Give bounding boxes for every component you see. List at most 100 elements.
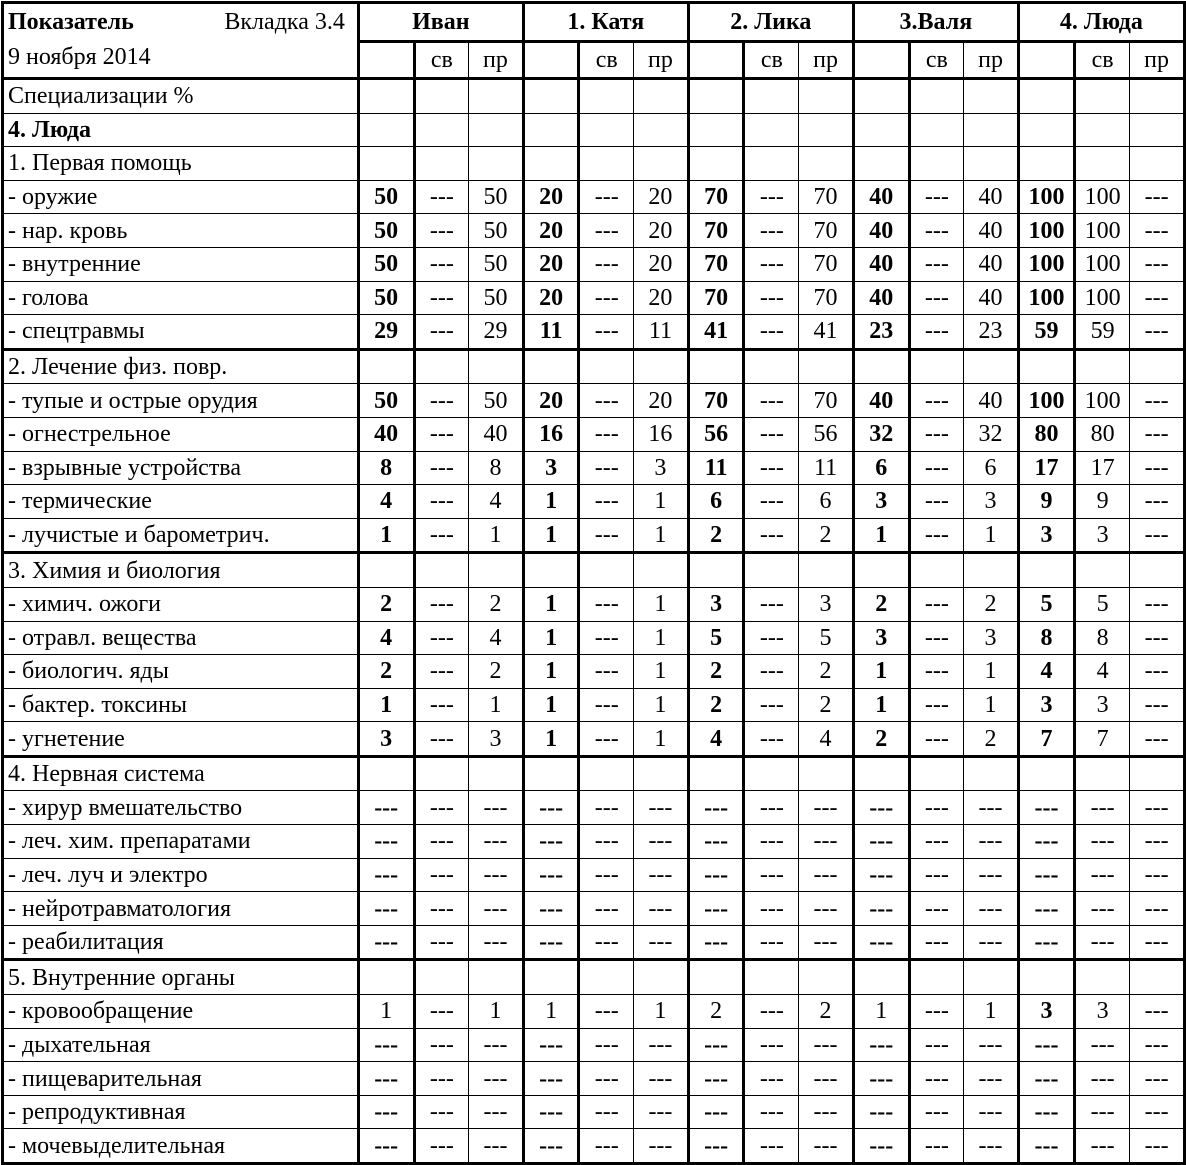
sv-cell: --- <box>578 586 635 622</box>
pr-cell: 20 <box>633 179 689 215</box>
row-label: - леч. луч и электро <box>1 857 359 893</box>
sv-cell <box>743 146 800 181</box>
table-row: 4. Нервная система <box>1 754 1186 792</box>
total-cell: 8 <box>356 450 416 486</box>
sv-cell <box>578 347 635 385</box>
row-label: - хирур вмешательство <box>1 790 359 826</box>
total-cell: 56 <box>686 416 746 452</box>
pr-cell <box>1129 551 1186 588</box>
sv-cell: 5 <box>1074 586 1131 622</box>
pr-cell: --- <box>1129 246 1186 282</box>
pr-cell: --- <box>1129 994 1186 1029</box>
pr-cell <box>798 347 854 385</box>
sv-cell: 100 <box>1074 213 1131 248</box>
sv-cell: 3 <box>1074 687 1131 723</box>
sv-cell: --- <box>908 721 965 757</box>
pr-cell: --- <box>798 891 854 926</box>
pr-cell: --- <box>963 824 1019 859</box>
sv-cell: --- <box>578 383 635 418</box>
table-row: - оружие 50 --- 50 20 --- 20 70 --- 70 40 --- 40 100 1… <box>1 179 1186 215</box>
total-cell: --- <box>1016 857 1077 893</box>
total-cell <box>356 958 416 996</box>
sv-cell: --- <box>578 416 635 452</box>
total-cell <box>521 78 581 114</box>
row-label: - спецтравмы <box>1 314 359 350</box>
total-cell: --- <box>1016 1128 1077 1165</box>
sv-cell: --- <box>1074 1094 1131 1130</box>
sv-cell <box>1074 112 1131 148</box>
pr-cell: 29 <box>468 314 524 350</box>
sv-cell <box>578 754 635 792</box>
total-cell: --- <box>521 924 581 961</box>
total-cell: 2 <box>356 586 416 622</box>
total-cell <box>686 146 746 181</box>
total-cell: 4 <box>356 484 416 519</box>
pr-cell: --- <box>798 857 854 893</box>
pr-cell: --- <box>468 924 524 961</box>
total-cell <box>1016 146 1077 181</box>
sv-cell <box>908 146 965 181</box>
subcol-header <box>521 41 581 80</box>
total-cell: 5 <box>686 620 746 656</box>
sv-cell <box>743 112 800 148</box>
sv-cell: --- <box>908 1027 965 1063</box>
sv-cell: --- <box>908 824 965 859</box>
sv-cell: --- <box>413 450 470 486</box>
sv-cell: --- <box>743 924 800 961</box>
sv-cell: --- <box>908 790 965 826</box>
pr-cell: 56 <box>798 416 854 452</box>
table-row: - взрывные устройства 8 --- 8 3 --- 3 11 --- 11 6-… <box>1 450 1186 486</box>
pr-cell: 32 <box>963 416 1019 452</box>
total-cell: --- <box>851 1128 911 1165</box>
pr-cell: 1 <box>633 484 689 519</box>
sv-cell: --- <box>578 213 635 248</box>
pr-cell <box>468 112 524 148</box>
sv-cell: --- <box>578 687 635 723</box>
total-cell: 1 <box>356 994 416 1029</box>
sv-cell <box>413 146 470 181</box>
pr-cell: 11 <box>633 314 689 350</box>
sv-cell: --- <box>1074 790 1131 826</box>
sv-cell <box>1074 551 1131 588</box>
sv-cell: --- <box>743 383 800 418</box>
pr-cell: --- <box>1129 891 1186 926</box>
sv-cell: --- <box>578 994 635 1029</box>
total-cell: 5 <box>1016 586 1077 622</box>
pr-cell: --- <box>1129 620 1186 656</box>
total-cell: 2 <box>686 654 746 689</box>
header-row-groups: Показатель Вкладка 3.4 9 ноября 2014 Ива… <box>1 1 1186 80</box>
pr-cell: 3 <box>963 620 1019 656</box>
sv-cell <box>1074 754 1131 792</box>
pr-cell <box>1129 78 1186 114</box>
sv-cell: --- <box>743 314 800 350</box>
total-cell: --- <box>686 924 746 961</box>
pr-cell <box>798 754 854 792</box>
pr-cell: --- <box>963 891 1019 926</box>
sv-cell <box>413 78 470 114</box>
total-cell: 3 <box>356 721 416 757</box>
total-cell <box>356 754 416 792</box>
total-cell <box>1016 551 1077 588</box>
sv-cell <box>908 347 965 385</box>
pr-cell: 2 <box>963 721 1019 757</box>
total-cell <box>686 958 746 996</box>
pr-cell: --- <box>798 1061 854 1096</box>
pr-cell: --- <box>468 1061 524 1096</box>
pr-cell: --- <box>963 1128 1019 1165</box>
subcol-header: пр <box>798 41 854 80</box>
total-cell: 50 <box>356 179 416 215</box>
sv-cell: --- <box>908 416 965 452</box>
total-cell: 1 <box>521 721 581 757</box>
pr-cell <box>633 754 689 792</box>
total-cell: 50 <box>356 280 416 316</box>
total-cell <box>356 347 416 385</box>
pr-cell: 50 <box>468 246 524 282</box>
total-cell: 2 <box>356 654 416 689</box>
total-cell: 40 <box>851 246 911 282</box>
total-cell: --- <box>356 857 416 893</box>
row-label: 1. Первая помощь <box>1 146 359 181</box>
pr-cell: 40 <box>963 383 1019 418</box>
table-row: - биологич. яды 2 --- 2 1 --- 1 2 --- 2 1 --- 1 4 4 --- <box>1 654 1186 689</box>
sv-cell <box>1074 347 1131 385</box>
